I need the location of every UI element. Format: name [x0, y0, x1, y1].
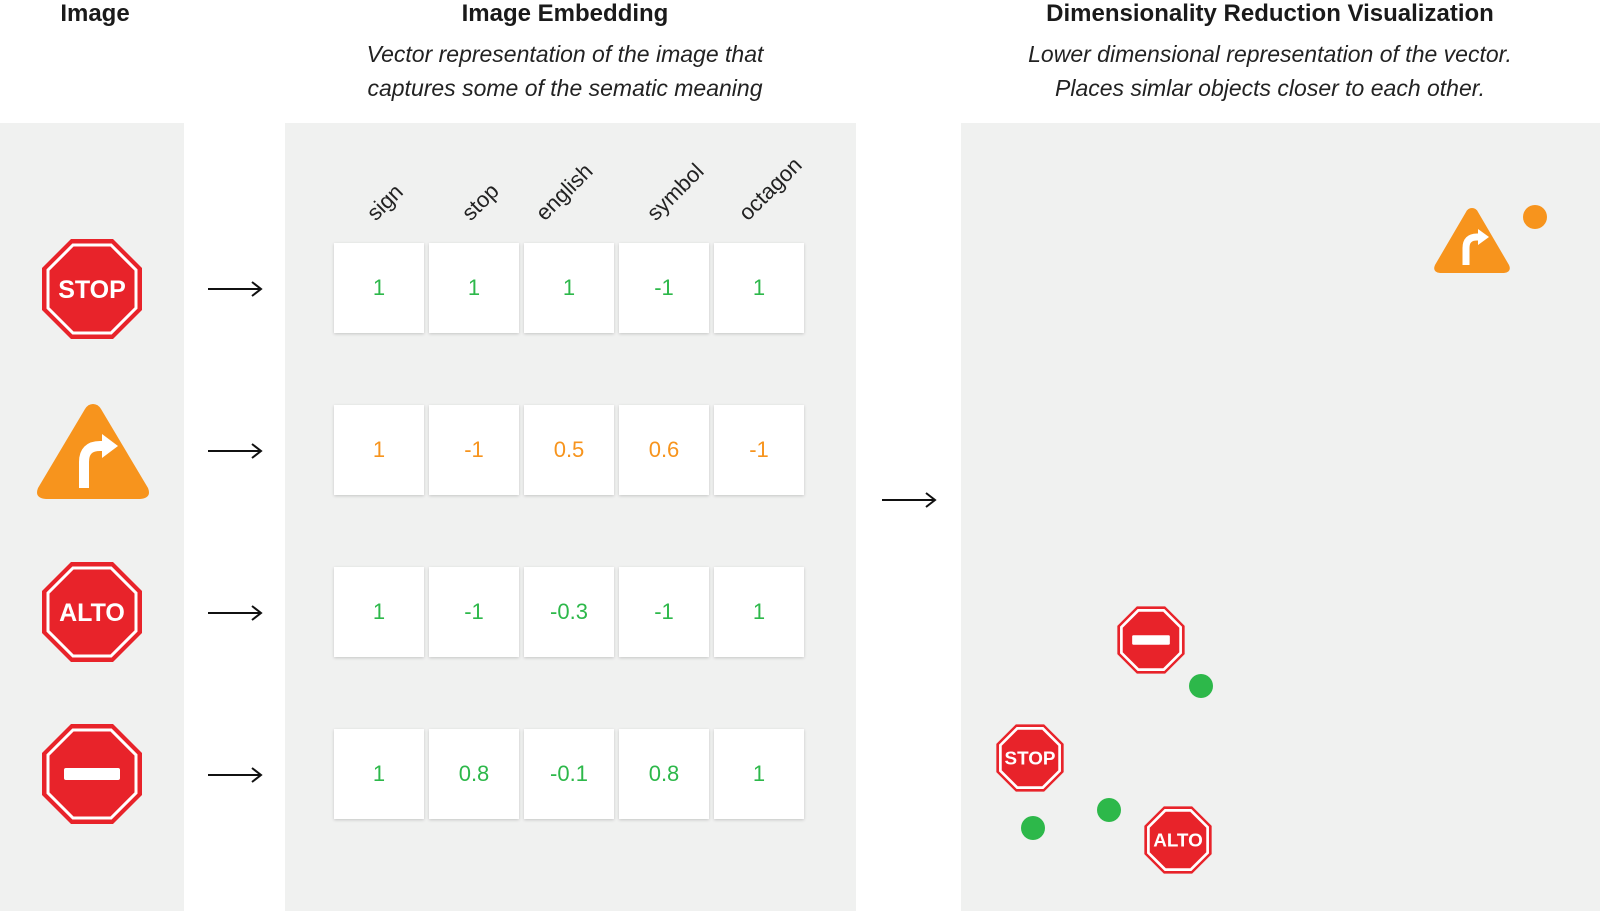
- arrow-icon: [208, 281, 263, 297]
- turn-right-sign-icon: [37, 404, 149, 499]
- do-not-enter-sign-icon: [42, 724, 142, 824]
- subtitle-embedding-line-1: Vector representation of the image that: [366, 41, 764, 67]
- alto-sign-text: ALTO: [59, 599, 125, 627]
- scatter-alto-sign-icon: ALTO: [1144, 806, 1212, 874]
- embedding-cell: -0.1: [524, 729, 614, 819]
- embedding-cell: 0.8: [429, 729, 519, 819]
- embedding-cell: -1: [429, 567, 519, 657]
- scatter-stop-text: STOP: [1005, 748, 1056, 769]
- embedding-cell: 1: [429, 243, 519, 333]
- arrow-icon: [882, 492, 937, 508]
- embedding-cell: 1: [334, 243, 424, 333]
- scatter-alto-text: ALTO: [1153, 830, 1203, 851]
- subtitle-reduction-line-2: Places simlar objects closer to each oth…: [1055, 75, 1485, 101]
- embedding-cell: 1: [524, 243, 614, 333]
- scatter-do-not-enter-sign-icon: [1117, 606, 1185, 674]
- heading-image-embedding: Image Embedding: [461, 0, 669, 27]
- subtitle-embedding-line-2: captures some of the sematic meaning: [367, 75, 763, 101]
- scatter-dot-green: [1097, 798, 1121, 822]
- stop-sign-text: STOP: [58, 276, 126, 304]
- embedding-cell: -1: [714, 405, 804, 495]
- embedding-cell: 1: [334, 729, 424, 819]
- embedding-cell: -0.3: [524, 567, 614, 657]
- embedding-cell: -1: [429, 405, 519, 495]
- arrow-icon: [208, 605, 263, 621]
- embedding-cell: 0.5: [524, 405, 614, 495]
- embedding-cell: 1: [714, 729, 804, 819]
- embedding-cell: -1: [619, 567, 709, 657]
- embedding-cell: 0.8: [619, 729, 709, 819]
- scatter-stop-sign-icon: STOP: [996, 724, 1064, 792]
- heading-image: Image: [60, 0, 130, 27]
- scatter-turn-right-sign-icon: [1434, 208, 1510, 273]
- subtitle-reduction-line-1: Lower dimensional representation of the …: [1028, 41, 1512, 67]
- arrow-icon: [208, 767, 263, 783]
- embedding-cell: 0.6: [619, 405, 709, 495]
- embedding-cell: 1: [714, 567, 804, 657]
- embedding-cell: 1: [714, 243, 804, 333]
- scatter-dot-orange: [1523, 205, 1547, 229]
- embedding-cell: 1: [334, 567, 424, 657]
- alto-sign-icon: ALTO: [42, 562, 142, 662]
- embedding-cell: -1: [619, 243, 709, 333]
- heading-dimensionality-reduction: Dimensionality Reduction Visualization: [1046, 0, 1494, 27]
- embedding-cell: 1: [334, 405, 424, 495]
- stop-sign-icon: STOP: [42, 239, 142, 339]
- scatter-dot-green: [1021, 816, 1045, 840]
- scatter-dot-green: [1189, 674, 1213, 698]
- arrow-icon: [208, 443, 263, 459]
